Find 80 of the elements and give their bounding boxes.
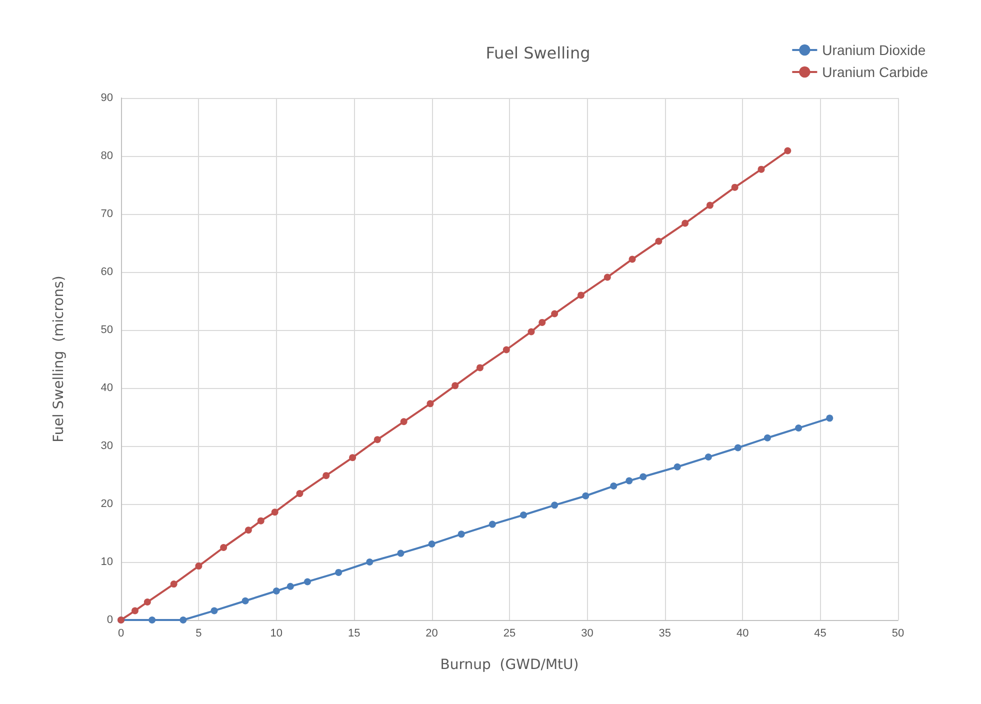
point [349, 454, 356, 462]
point [628, 256, 636, 263]
point [131, 607, 138, 614]
point [257, 517, 264, 524]
x-tick-label: 0 [118, 628, 124, 640]
point [610, 482, 618, 490]
point [682, 220, 689, 227]
point [488, 520, 496, 528]
point [640, 473, 647, 480]
point [538, 318, 546, 326]
point [626, 477, 633, 484]
x-tick-label: 15 [348, 628, 360, 640]
point [551, 310, 558, 318]
x-axis-title: Burnup (GWD/MtU) [440, 657, 579, 673]
x-tick-label: 5 [196, 628, 202, 640]
y-tick-label: 10 [100, 556, 113, 568]
point [400, 418, 408, 426]
point [271, 508, 278, 516]
point [180, 616, 187, 624]
y-tick-label: 40 [100, 382, 113, 394]
legend-label: Uranium Carbide [822, 64, 928, 80]
point [244, 526, 252, 534]
point [826, 414, 834, 422]
x-tick-label: 25 [503, 628, 516, 640]
point [706, 202, 714, 209]
y-tick-label: 90 [100, 92, 113, 104]
y-tick-label: 70 [100, 208, 113, 220]
point [795, 424, 802, 432]
y-tick-label: 50 [100, 324, 113, 336]
point [734, 444, 742, 452]
point [528, 328, 535, 336]
point [220, 544, 228, 551]
point [458, 530, 465, 538]
point [520, 512, 527, 519]
point [476, 364, 484, 372]
point [272, 588, 280, 594]
point [286, 582, 294, 590]
y-tick-label: 20 [100, 498, 113, 510]
point [674, 463, 681, 470]
point [195, 562, 202, 570]
point [148, 616, 156, 624]
y-axis-title: Fuel Swelling (microns) [51, 276, 67, 442]
point [704, 454, 712, 461]
point [582, 492, 590, 500]
point [426, 400, 434, 408]
point [335, 568, 342, 576]
chart-title: Fuel Swelling [486, 44, 590, 62]
point [322, 472, 330, 480]
x-tick-label: 40 [736, 628, 749, 640]
x-tick-label: 35 [658, 628, 672, 640]
point [731, 184, 738, 191]
x-tick-label: 45 [814, 628, 826, 640]
point [551, 502, 558, 509]
y-tick-label: 0 [106, 614, 113, 626]
point [655, 238, 662, 245]
point [374, 436, 381, 444]
point [397, 550, 404, 557]
point [428, 540, 436, 548]
x-tick-label: 50 [892, 628, 904, 640]
point [502, 346, 510, 354]
x-tick-label: 20 [426, 628, 438, 640]
point [366, 558, 374, 566]
point [604, 274, 611, 281]
point [304, 578, 311, 586]
point [296, 490, 304, 498]
point [170, 580, 178, 588]
point [577, 292, 584, 299]
legend-label: Uranium Dioxide [822, 42, 926, 58]
point [764, 434, 771, 442]
point [758, 166, 765, 173]
y-tick-label: 80 [100, 150, 113, 162]
y-tick-label: 30 [100, 440, 113, 452]
point [144, 598, 151, 606]
point [452, 382, 459, 390]
point [784, 147, 792, 154]
x-tick-label: 30 [581, 628, 594, 640]
y-tick-label: 60 [100, 266, 113, 278]
point [242, 597, 249, 604]
x-tick-label: 10 [270, 628, 283, 640]
point [210, 607, 218, 614]
